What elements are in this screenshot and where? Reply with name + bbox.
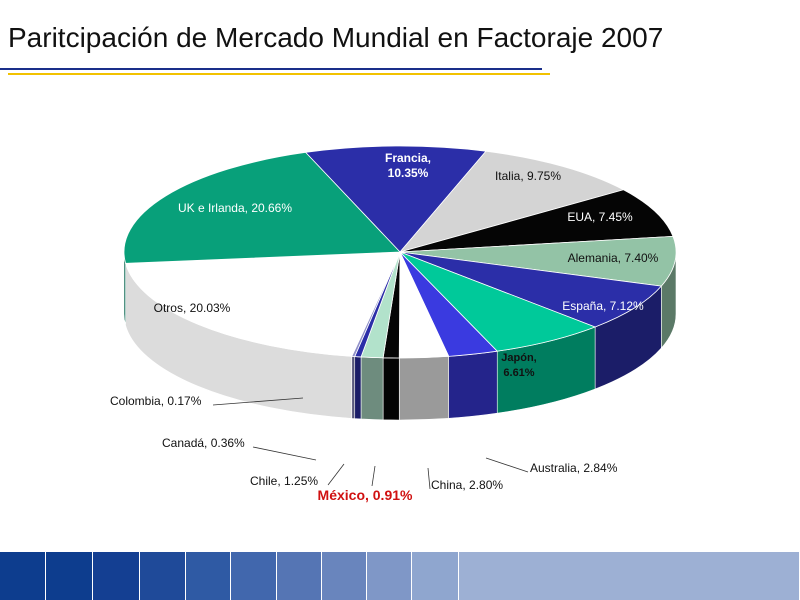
footer-block xyxy=(322,552,367,600)
slice-alemania xyxy=(399,235,677,287)
slice-label-espana: España, 7.12% xyxy=(562,299,644,313)
leader-line-chile xyxy=(327,463,345,486)
slice-side-canada xyxy=(354,356,362,420)
slice-otros xyxy=(125,251,401,357)
leader-line-mexico xyxy=(371,465,376,487)
slice-francia xyxy=(304,145,487,253)
footer-band xyxy=(0,552,800,600)
footer-block xyxy=(46,552,93,600)
slice-label-italia: Italia, 9.75% xyxy=(495,169,561,183)
slice-uk-e-irlanda xyxy=(123,151,401,264)
footer-block xyxy=(231,552,277,600)
footer-block xyxy=(412,552,459,600)
footer-block xyxy=(459,552,800,600)
leader-lines xyxy=(212,397,529,490)
leader-line-china xyxy=(427,467,431,490)
title-rule-blue xyxy=(0,68,542,70)
slice-side-china xyxy=(398,356,449,421)
footer-block xyxy=(367,552,412,600)
slice-side-colombia xyxy=(351,356,356,419)
slice-italia xyxy=(398,150,625,253)
slice-label-otros: Otros, 20.03% xyxy=(154,301,231,315)
leader-line-canada xyxy=(252,446,317,461)
slice-label-alemania: Alemania, 7.40% xyxy=(568,251,659,265)
pie-top xyxy=(123,145,677,359)
slice-side-chile xyxy=(360,356,384,421)
slice-label-chile: Chile, 1.25% xyxy=(250,474,318,488)
slice-label-colombia: Colombia, 0.17% xyxy=(110,394,202,408)
slice-label-eua: EUA, 7.45% xyxy=(567,210,633,224)
footer-block xyxy=(93,552,140,600)
slice-label-mexico: México, 0.91% xyxy=(318,487,413,503)
page-title: Paritcipación de Mercado Mundial en Fact… xyxy=(8,22,664,53)
slice-label-uk-e-irlanda: UK e Irlanda, 20.66% xyxy=(178,201,292,215)
footer-block xyxy=(0,552,46,600)
slice-label-japon: Japón, 6.61% xyxy=(501,352,536,379)
slice-side-mexico xyxy=(382,357,400,421)
slice-label-francia: Francia, 10.35% xyxy=(385,151,431,180)
slice-label-canada: Canadá, 0.36% xyxy=(162,436,245,450)
slice-eua xyxy=(399,189,674,253)
slice-labels: Francia, 10.35% Italia, 9.75% EUA, 7.45% Ale… xyxy=(110,151,659,503)
footer-block xyxy=(140,552,186,600)
slice-japon xyxy=(399,251,597,352)
slice-espana xyxy=(399,251,663,328)
leader-line-australia xyxy=(485,457,529,473)
footer-block xyxy=(277,552,322,600)
slice-label-china: China, 2.80% xyxy=(431,478,503,492)
leader-line-colombia xyxy=(212,397,304,406)
slice-side-australia xyxy=(448,350,498,419)
slice-label-australia: Australia, 2.84% xyxy=(530,461,618,475)
footer-block xyxy=(186,552,231,600)
title-rule-yellow xyxy=(8,73,550,75)
